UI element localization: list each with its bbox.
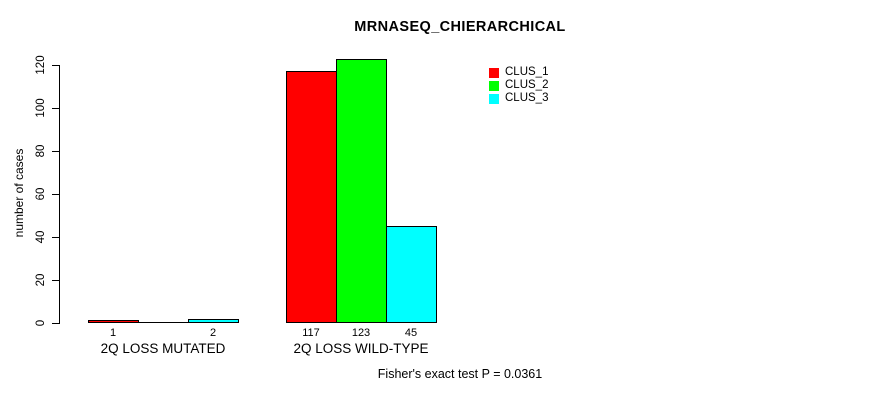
- y-axis-tick: [52, 64, 59, 66]
- y-axis-tick: [52, 322, 59, 324]
- legend-item: CLUS_1: [489, 66, 548, 79]
- y-axis-tick: [52, 236, 59, 238]
- y-axis-tick-label: 0: [35, 319, 47, 327]
- bar-value-label: 1: [109, 327, 117, 339]
- legend-label: CLUS_3: [505, 92, 549, 104]
- bar-value-label: 2: [209, 327, 217, 339]
- y-axis-tick-label: 20: [35, 273, 47, 287]
- bar-clus_3: [188, 318, 239, 323]
- bar-value-label: 117: [302, 327, 320, 339]
- legend: CLUS_1 CLUS_2 CLUS_3: [489, 66, 548, 105]
- y-axis-tick-label: 40: [35, 230, 47, 244]
- category-label: 2Q LOSS WILD-TYPE: [293, 341, 429, 356]
- bar-value-label: 45: [404, 327, 418, 339]
- legend-swatch-clus1: [489, 67, 499, 78]
- legend-swatch-clus3: [489, 93, 499, 104]
- bar-clus_2-zero: [138, 321, 188, 323]
- category-label: 2Q LOSS MUTATED: [100, 341, 226, 356]
- y-axis-tick-label: 60: [35, 187, 47, 201]
- y-axis-tick: [52, 150, 59, 152]
- y-axis-tick: [52, 279, 59, 281]
- y-axis-tick-label: 120: [35, 55, 47, 75]
- bar-clus_3: [386, 225, 437, 323]
- legend-swatch-clus2: [489, 80, 499, 91]
- bar-value-label: 123: [351, 327, 371, 339]
- y-axis-line: [59, 64, 60, 324]
- y-axis-tick: [52, 193, 59, 195]
- y-axis-tick-label: 80: [35, 144, 47, 158]
- legend-item: CLUS_3: [489, 92, 548, 105]
- chart-title: MRNASEQ_CHIERARCHICAL: [354, 19, 566, 35]
- y-axis-label: number of cases: [12, 148, 26, 238]
- y-axis-tick: [52, 107, 59, 109]
- pvalue-annotation: Fisher's exact test P = 0.0361: [377, 367, 543, 381]
- legend-item: CLUS_2: [489, 79, 548, 92]
- legend-label: CLUS_2: [505, 79, 549, 91]
- legend-label: CLUS_1: [505, 66, 549, 78]
- bar-clus_1: [88, 319, 139, 323]
- bar-clus_1: [286, 70, 337, 323]
- y-axis-tick-label: 100: [35, 98, 47, 118]
- bar-clus_2: [336, 58, 387, 323]
